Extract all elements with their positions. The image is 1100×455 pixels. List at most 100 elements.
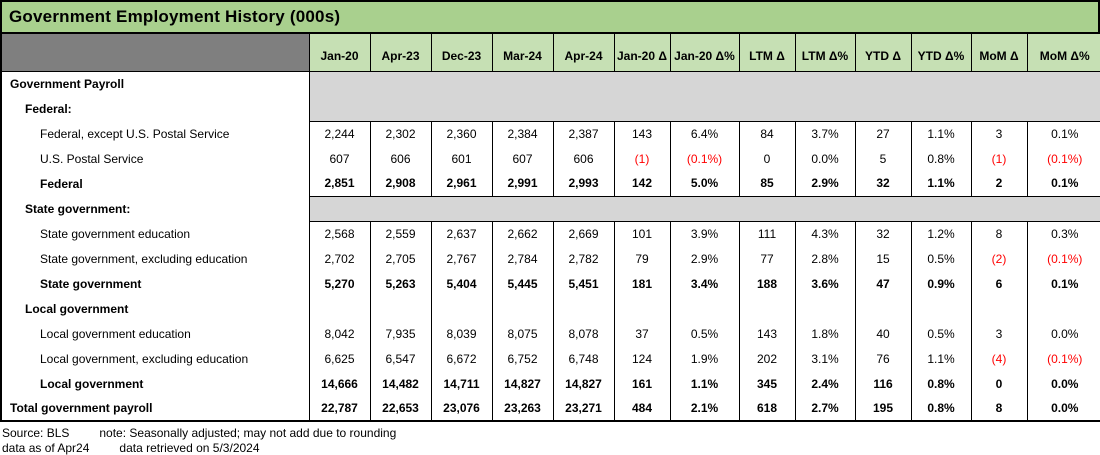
data-cell: 3.6% <box>794 271 856 296</box>
data-cell: 6,748 <box>552 346 615 371</box>
data-cell: 2,360 <box>430 121 493 146</box>
data-cell: 2,702 <box>308 246 371 271</box>
data-cell: (0.1%) <box>1026 346 1100 371</box>
data-cell: 0.1% <box>1026 271 1100 296</box>
column-header: MoM Δ% <box>1026 32 1100 72</box>
column-header-row: Jan-20 Apr-23 Dec-23 Mar-24 Apr-24 Jan-20 Δ Ja… <box>0 32 1100 72</box>
column-header: Jan-20 Δ <box>613 32 671 72</box>
data-cell: 76 <box>854 346 912 371</box>
footnote-source-line: Source: BLS note: Seasonally adjusted; ma… <box>2 426 1100 440</box>
data-cell: 1.1% <box>910 121 972 146</box>
data-cell: 47 <box>854 271 912 296</box>
data-cell: (1) <box>613 146 671 171</box>
data-cell: 2,384 <box>491 121 554 146</box>
data-cell: 2,568 <box>308 221 371 246</box>
data-cell: 2.9% <box>794 171 856 196</box>
table-row: Government Payroll <box>1 70 1100 122</box>
row-label: Local government <box>1 371 310 396</box>
data-cell: 77 <box>738 246 796 271</box>
data-cell: 484 <box>613 396 671 421</box>
row-label: Local government <box>1 296 310 321</box>
column-header: Apr-24 <box>552 32 615 72</box>
footnotes: Source: BLS note: Seasonally adjusted; ma… <box>0 422 1100 455</box>
data-cell: 607 <box>491 146 554 171</box>
data-cell: 14,827 <box>491 371 554 396</box>
data-cell: 6,625 <box>308 346 371 371</box>
employment-history-table: Jan-20 Apr-23 Dec-23 Mar-24 Apr-24 Jan-20 Δ Ja… <box>0 32 1100 422</box>
data-cell: 2,302 <box>369 121 432 146</box>
data-cell: 7,935 <box>369 321 432 346</box>
data-cell: 0 <box>970 371 1028 396</box>
empty-cell <box>552 296 615 321</box>
data-cell: 2,993 <box>552 171 615 196</box>
data-cell: 6.4% <box>669 121 740 146</box>
data-cell: (4) <box>970 346 1028 371</box>
data-cell: 23,271 <box>552 396 615 421</box>
data-cell: 161 <box>613 371 671 396</box>
data-cell: 2,851 <box>308 171 371 196</box>
data-cell: 8 <box>970 396 1028 421</box>
column-header: Apr-23 <box>369 32 432 72</box>
empty-cell <box>970 296 1028 321</box>
column-header: Dec-23 <box>430 32 493 72</box>
data-cell: 5 <box>854 146 912 171</box>
table-row: Local government education 8,042 7,935 8,03… <box>1 321 1100 346</box>
data-cell: 85 <box>738 171 796 196</box>
column-header: Mar-24 <box>491 32 554 72</box>
data-cell: (1) <box>970 146 1028 171</box>
row-label: Local government, excluding education <box>1 346 310 371</box>
source-text: Source: BLS <box>2 426 70 440</box>
row-label: State government <box>1 271 310 296</box>
data-cell: 27 <box>854 121 912 146</box>
row-label: Government Payroll <box>1 71 310 96</box>
row-label: U.S. Postal Service <box>1 146 310 171</box>
data-cell: 0.5% <box>910 246 972 271</box>
data-cell: 3.7% <box>794 121 856 146</box>
column-header: LTM Δ <box>738 32 796 72</box>
empty-cell <box>910 296 972 321</box>
data-cell: 607 <box>308 146 371 171</box>
table-row: State government: <box>1 195 1100 222</box>
row-label: Total government payroll <box>1 396 310 421</box>
data-cell: 111 <box>738 221 796 246</box>
data-cell: (0.1%) <box>1026 146 1100 171</box>
data-cell: 5,451 <box>552 271 615 296</box>
table-row: Local government <box>1 296 1100 321</box>
data-cell: 32 <box>854 221 912 246</box>
data-cell: 79 <box>613 246 671 271</box>
data-cell: 0.8% <box>910 396 972 421</box>
data-cell: 143 <box>613 121 671 146</box>
row-label: State government education <box>1 221 310 246</box>
data-cell: 2 <box>970 171 1028 196</box>
data-cell: 2,782 <box>552 246 615 271</box>
data-cell: 601 <box>430 146 493 171</box>
table-row: U.S. Postal Service 607 606 601 607 606 (1) (0.… <box>1 146 1100 171</box>
empty-cell <box>854 296 912 321</box>
data-cell: 2.8% <box>794 246 856 271</box>
data-cell: 8,078 <box>552 321 615 346</box>
data-cell: 2.7% <box>794 396 856 421</box>
empty-cell <box>369 296 432 321</box>
data-cell: 23,263 <box>491 396 554 421</box>
data-cell: 32 <box>854 171 912 196</box>
data-cell: 8,042 <box>308 321 371 346</box>
data-cell: 3.1% <box>794 346 856 371</box>
column-header: YTD Δ <box>854 32 912 72</box>
data-cell: 142 <box>613 171 671 196</box>
data-cell: 1.9% <box>669 346 740 371</box>
table-row: Federal, except U.S. Postal Service 2,244… <box>1 121 1100 146</box>
data-cell: (0.1%) <box>669 146 740 171</box>
data-cell: 40 <box>854 321 912 346</box>
as-of-text: data as of Apr24 <box>2 441 90 455</box>
data-cell: 3.9% <box>669 221 740 246</box>
data-cell: 124 <box>613 346 671 371</box>
data-cell: 3.4% <box>669 271 740 296</box>
note-text: note: Seasonally adjusted; may not add d… <box>99 426 397 440</box>
empty-cell <box>613 296 671 321</box>
section-band <box>308 195 1100 222</box>
empty-cell <box>430 296 493 321</box>
data-cell: 2.9% <box>669 246 740 271</box>
row-label: Federal, except U.S. Postal Service <box>1 121 310 146</box>
table-row: Local government 14,666 14,482 14,711 14,827… <box>1 371 1100 396</box>
data-cell: 1.1% <box>910 171 972 196</box>
